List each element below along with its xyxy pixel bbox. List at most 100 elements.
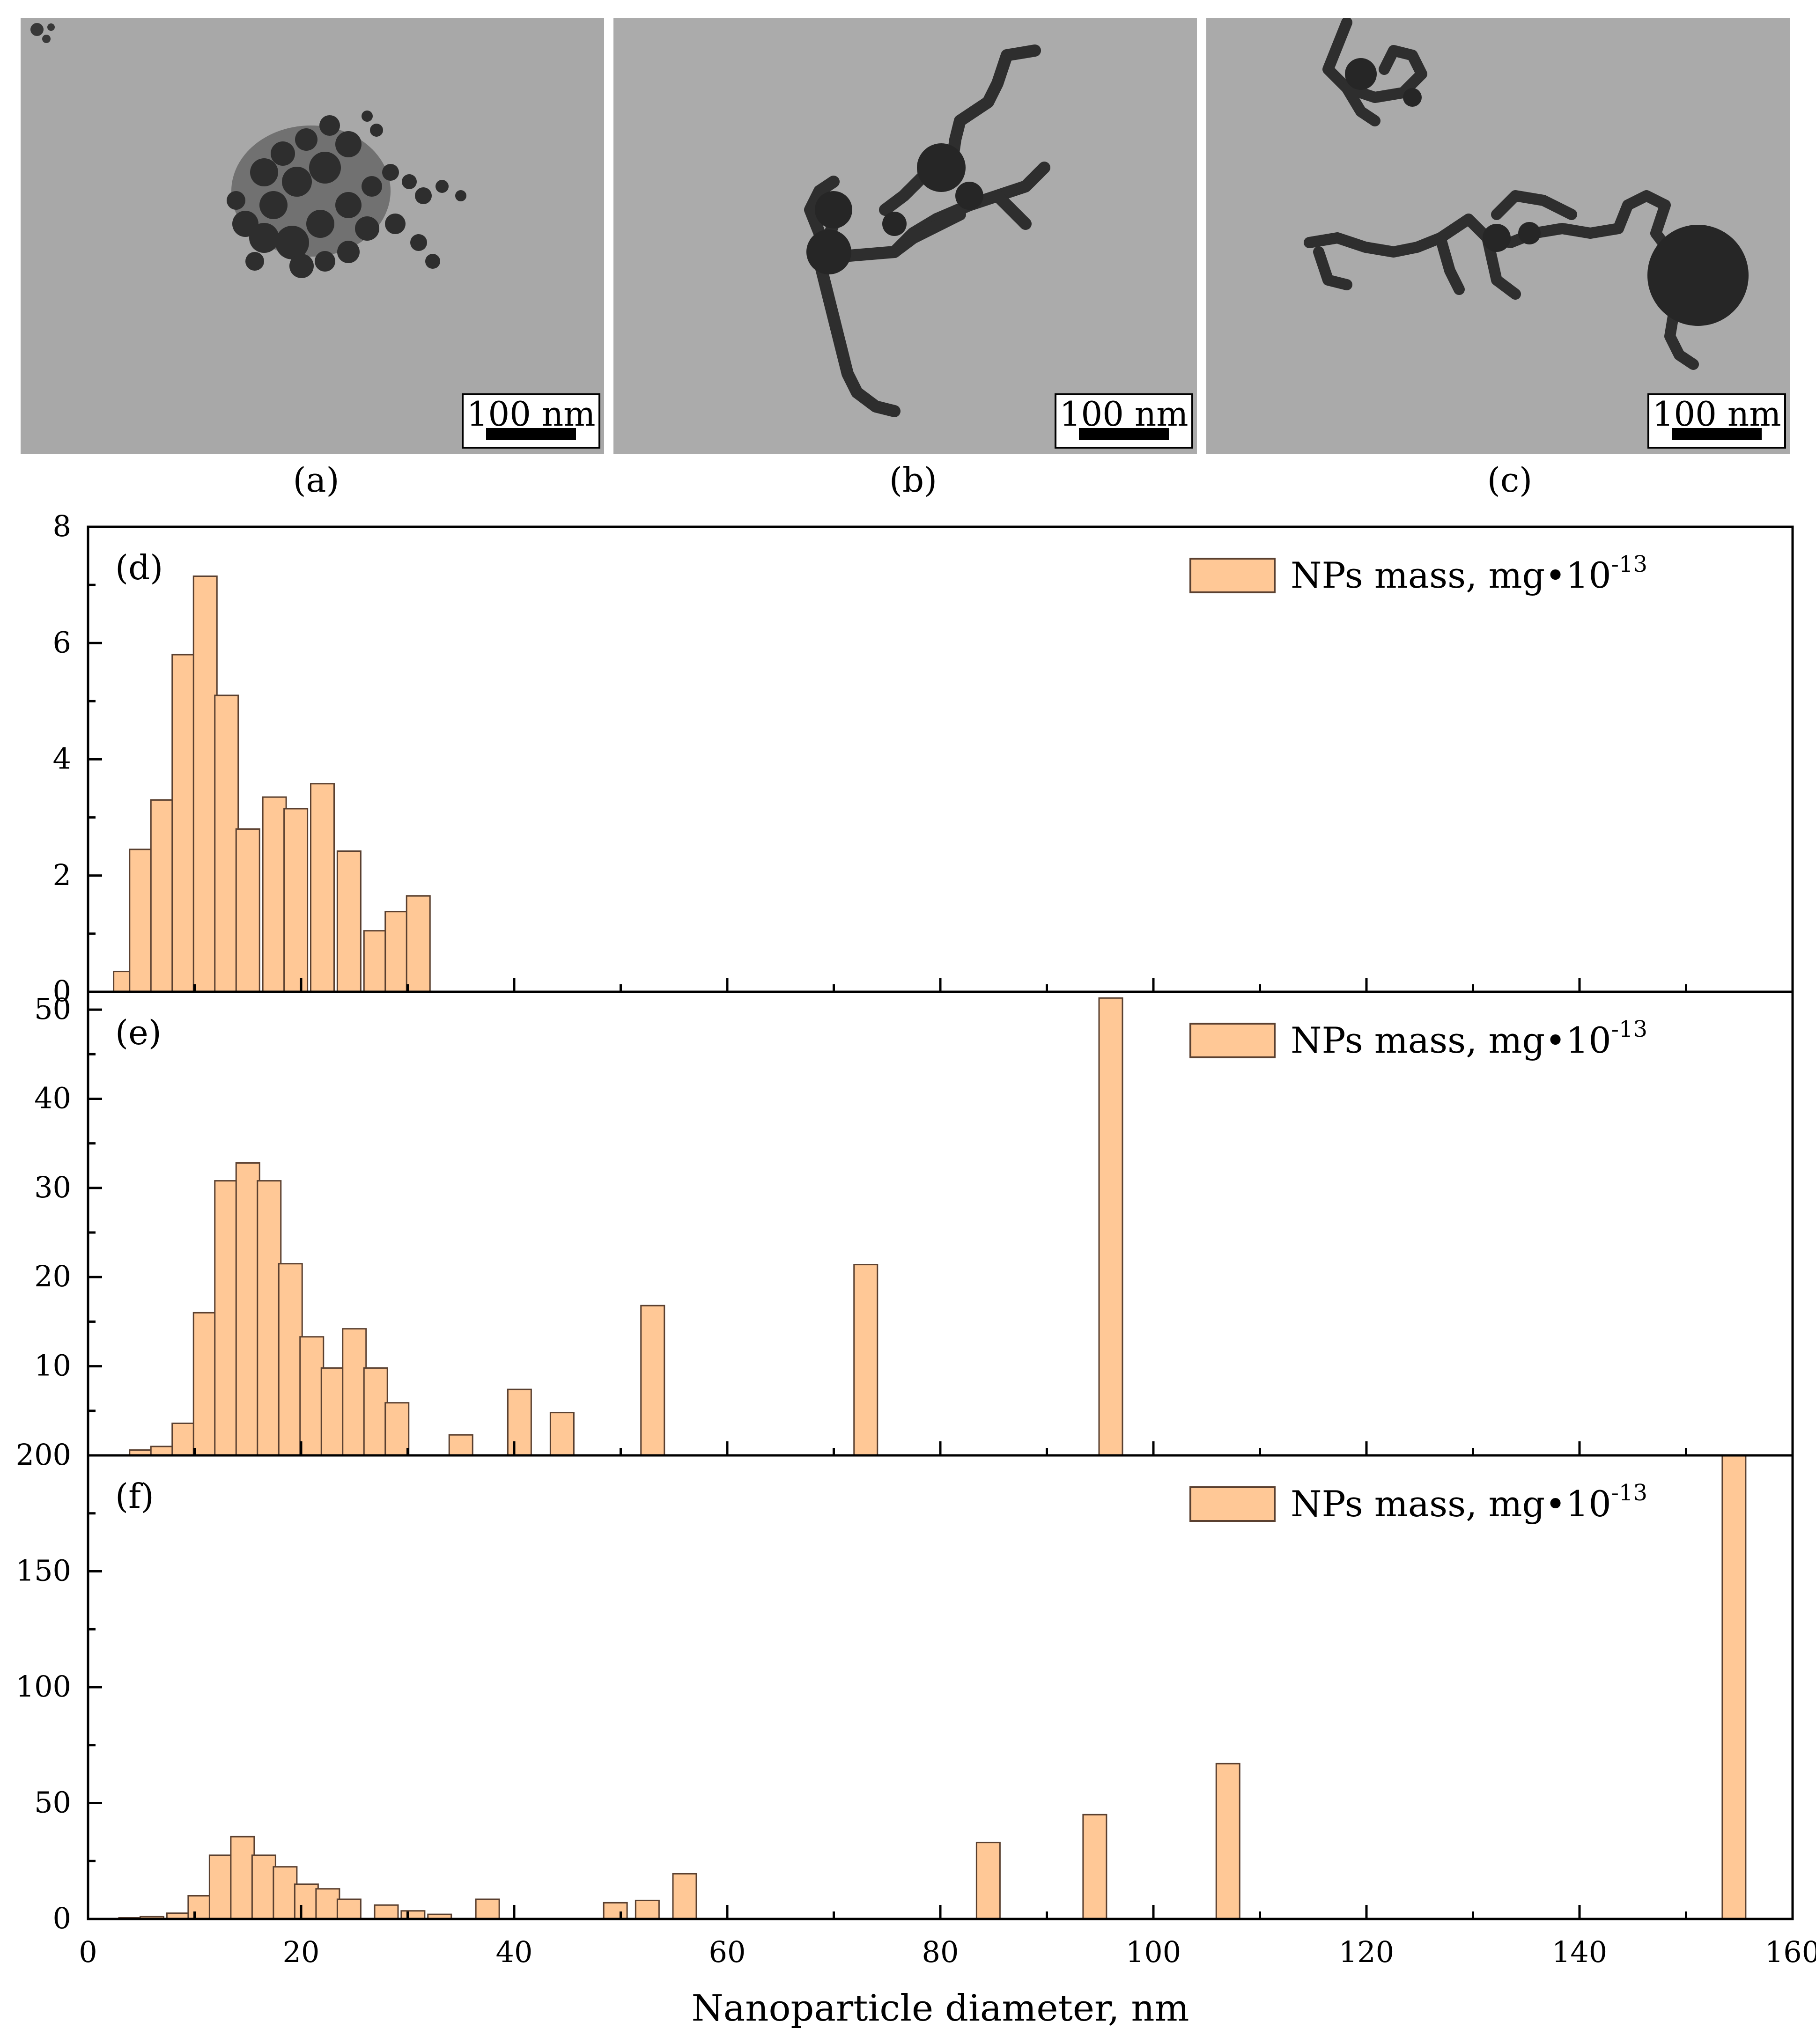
histogram-bar bbox=[283, 808, 309, 993]
y-tick-label: 50 bbox=[34, 992, 71, 1026]
x-tick-label: 60 bbox=[709, 1935, 746, 1969]
histogram-bar bbox=[278, 1263, 303, 1456]
panel-label: (f) bbox=[115, 1476, 154, 1516]
y-tick-label: 0 bbox=[53, 1901, 71, 1935]
y-tick-label: 10 bbox=[34, 1349, 71, 1383]
legend: NPs mass, mg•10-13 bbox=[1189, 551, 1647, 596]
histogram-bar bbox=[635, 1899, 660, 1920]
histogram-bar bbox=[603, 1902, 628, 1920]
scale-bar-label: 100 nm bbox=[466, 394, 596, 434]
x-tick-label: 160 bbox=[1765, 1935, 1816, 1969]
chart-panel-d: 0 2 4 6 8 (d) NPs mass, mg•10-13 bbox=[53, 509, 1794, 1008]
y-tick-label: 6 bbox=[53, 625, 71, 659]
histogram-bar bbox=[171, 1422, 197, 1456]
legend-label: NPs mass, mg•10-13 bbox=[1291, 551, 1647, 596]
histogram-bar bbox=[1215, 1763, 1240, 1920]
histogram-bar bbox=[214, 1180, 239, 1456]
x-tick-label: 120 bbox=[1339, 1935, 1394, 1969]
scale-bar-line bbox=[1672, 428, 1762, 440]
histogram-bar bbox=[336, 1898, 362, 1920]
x-axis-title: Nanoparticle diameter, nm bbox=[691, 1987, 1189, 2029]
x-tick-label: 80 bbox=[922, 1935, 959, 1969]
y-tick-label: 0 bbox=[53, 974, 71, 1008]
scale-bar-c: 100 nm bbox=[1647, 393, 1786, 449]
histogram-bar bbox=[192, 576, 218, 993]
histogram-bar bbox=[171, 654, 197, 993]
histogram-bar bbox=[294, 1883, 319, 1920]
legend-swatch bbox=[1189, 1486, 1276, 1522]
y-tick-label: 150 bbox=[16, 1554, 71, 1588]
legend-label: NPs mass, mg•10-13 bbox=[1291, 1480, 1647, 1525]
legend: NPs mass, mg•10-13 bbox=[1189, 1016, 1647, 1061]
histogram-bar bbox=[363, 1367, 388, 1456]
histogram-bar bbox=[1721, 1454, 1747, 1920]
scale-bar-b: 100 nm bbox=[1055, 393, 1193, 449]
histogram-bar bbox=[475, 1898, 500, 1920]
chart-panel-f: 0 50 100 150 200 (f) NPs mass, mg•10-13 0 20 40 60… bbox=[16, 1438, 1816, 2029]
histogram-bar bbox=[549, 1412, 575, 1456]
scale-bar-a: 100 nm bbox=[462, 393, 600, 449]
histogram-bar bbox=[315, 1888, 340, 1920]
y-tick-label: 4 bbox=[53, 742, 71, 776]
legend: NPs mass, mg•10-13 bbox=[1189, 1480, 1647, 1525]
histogram-bar bbox=[299, 1336, 325, 1456]
tem-image-c bbox=[1206, 18, 1790, 454]
caption-c: (c) bbox=[1487, 460, 1533, 500]
scale-bar-line bbox=[1079, 428, 1169, 440]
scale-bar-line bbox=[486, 428, 576, 440]
histogram-bar bbox=[1098, 997, 1123, 1456]
legend-swatch bbox=[1189, 1023, 1276, 1058]
scale-bar-label: 100 nm bbox=[1652, 394, 1781, 434]
histogram-bar bbox=[208, 1854, 234, 1920]
plot-frame bbox=[87, 1454, 1794, 1920]
legend-exponent: -13 bbox=[1611, 1480, 1647, 1506]
y-tick-label: 2 bbox=[53, 858, 71, 892]
histogram-bar bbox=[129, 849, 154, 993]
histogram-bar bbox=[406, 895, 431, 993]
caption-b: (b) bbox=[889, 460, 938, 500]
tem-panel-c: 100 nm bbox=[1206, 18, 1790, 454]
caption-a: (a) bbox=[293, 460, 340, 500]
histogram-bar bbox=[672, 1873, 697, 1920]
chart-panel-e: 0 10 20 30 40 50 (e) NPs mass, mg•10-13 bbox=[34, 990, 1794, 1472]
histogram-bar bbox=[384, 1402, 410, 1456]
legend-swatch bbox=[1189, 558, 1276, 593]
histogram-bar bbox=[230, 1836, 255, 1920]
histogram-bar bbox=[853, 1264, 878, 1456]
x-tick-label: 100 bbox=[1126, 1935, 1181, 1969]
histogram-bar bbox=[257, 1180, 282, 1456]
histogram-bar bbox=[448, 1434, 473, 1456]
y-tick-label: 200 bbox=[16, 1438, 71, 1472]
y-tick-label: 40 bbox=[34, 1081, 71, 1115]
tem-panel-b: 100 nm bbox=[613, 18, 1197, 454]
y-tick-label: 50 bbox=[34, 1786, 71, 1820]
histogram-bar bbox=[363, 930, 388, 993]
histogram-bar bbox=[1082, 1814, 1107, 1920]
histogram-bar bbox=[507, 1388, 532, 1456]
panel-label: (e) bbox=[115, 1013, 162, 1052]
histogram-bar bbox=[374, 1904, 399, 1920]
y-tick-label: 0 bbox=[53, 1438, 71, 1472]
histogram-bar bbox=[336, 850, 362, 993]
x-tick-label: 40 bbox=[496, 1935, 533, 1969]
panel-label: (d) bbox=[115, 548, 163, 587]
histogram-bar bbox=[187, 1895, 213, 1920]
y-tick-label: 20 bbox=[34, 1259, 71, 1293]
y-tick-label: 8 bbox=[53, 509, 71, 543]
x-tick-label: 0 bbox=[79, 1935, 97, 1969]
histogram-bar bbox=[214, 694, 239, 993]
histogram-bar bbox=[400, 1910, 426, 1920]
histogram-bar bbox=[310, 783, 335, 993]
histogram-bar bbox=[320, 1367, 346, 1456]
legend-exponent: -13 bbox=[1611, 551, 1647, 577]
legend-label: NPs mass, mg•10-13 bbox=[1291, 1016, 1647, 1061]
histogram-bar bbox=[273, 1866, 298, 1920]
histogram-bar bbox=[192, 1312, 218, 1456]
histogram-bar bbox=[640, 1305, 665, 1456]
histogram-bar bbox=[251, 1854, 276, 1920]
histogram-bar bbox=[235, 1162, 260, 1456]
histogram-bar bbox=[235, 828, 260, 993]
tem-image-a bbox=[21, 18, 604, 454]
histogram-bar bbox=[150, 1446, 175, 1456]
